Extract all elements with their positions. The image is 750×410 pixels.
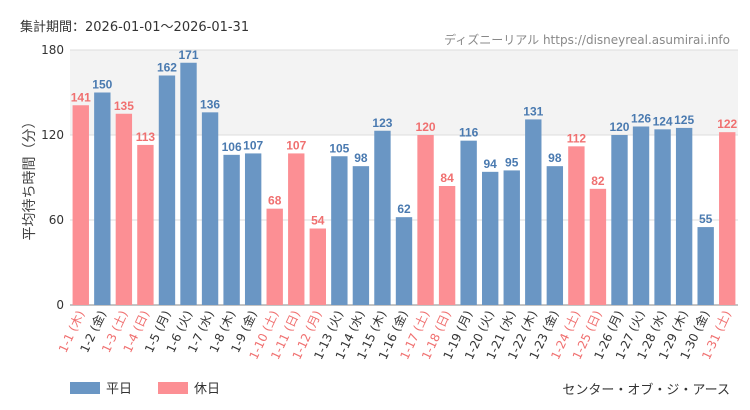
bar	[374, 130, 391, 305]
legend-item-holiday[interactable]: 休日	[158, 378, 220, 397]
data-label: 124	[653, 114, 673, 128]
legend-label-holiday: 休日	[194, 382, 221, 397]
bar	[417, 135, 434, 305]
data-label: 68	[268, 194, 282, 208]
bar	[589, 188, 607, 305]
data-label: 84	[440, 171, 454, 185]
bar	[266, 208, 283, 305]
data-label: 113	[136, 130, 156, 144]
bar	[94, 92, 111, 305]
bar	[180, 62, 197, 305]
bar	[675, 127, 693, 306]
bar	[611, 135, 628, 305]
bar	[223, 154, 240, 305]
y-tick-label: 120	[41, 128, 64, 142]
bar	[288, 153, 305, 305]
data-label: 62	[397, 202, 411, 216]
data-label: 141	[71, 90, 91, 104]
bar	[654, 129, 671, 305]
data-label: 116	[459, 126, 479, 140]
bar	[115, 113, 133, 305]
data-label: 122	[717, 117, 737, 131]
legend: 平日 休日	[70, 378, 246, 397]
bar	[482, 171, 499, 305]
bar	[546, 166, 564, 305]
data-label: 106	[222, 140, 242, 154]
y-tick-label: 60	[49, 213, 64, 227]
bar	[201, 112, 219, 305]
data-label: 112	[567, 131, 587, 145]
bar	[137, 144, 154, 305]
bar	[525, 119, 542, 306]
bar	[331, 156, 348, 305]
attraction-name: センター・オブ・ジ・アース	[562, 383, 730, 398]
data-label: 107	[286, 138, 306, 152]
y-axis-title: 平均待ち時間（分）	[22, 115, 38, 241]
data-label: 120	[609, 120, 629, 134]
bar	[697, 227, 714, 305]
bar	[72, 105, 89, 305]
bar	[632, 126, 650, 305]
data-label: 94	[484, 157, 498, 171]
data-label: 98	[354, 151, 368, 165]
bar	[395, 217, 413, 305]
bar	[719, 132, 736, 305]
bar	[438, 186, 456, 305]
bar	[309, 228, 326, 305]
legend-swatch-holiday	[158, 381, 189, 394]
data-label: 125	[674, 113, 694, 127]
period-label: 集計期間：2026-01-01〜2026-01-31	[20, 20, 250, 35]
data-label: 150	[92, 78, 112, 92]
data-label: 126	[631, 112, 651, 126]
data-label: 135	[114, 99, 134, 113]
y-tick-label: 0	[56, 298, 64, 312]
data-label: 82	[591, 174, 605, 188]
data-label: 131	[523, 104, 543, 118]
legend-item-weekday[interactable]: 平日	[70, 378, 132, 397]
y-tick-label: 180	[41, 43, 64, 57]
bar	[503, 170, 520, 305]
legend-swatch-weekday	[70, 381, 100, 394]
data-label: 55	[699, 212, 713, 226]
data-label: 171	[179, 48, 199, 62]
bar	[244, 153, 262, 305]
data-label: 136	[200, 97, 220, 111]
bar	[158, 75, 176, 305]
data-label: 123	[372, 116, 392, 130]
data-label: 120	[416, 120, 436, 134]
bar	[568, 146, 585, 305]
legend-label-weekday: 平日	[106, 382, 133, 397]
bar	[460, 140, 477, 305]
data-label: 98	[548, 151, 562, 165]
source-label: ディズニーリアル https://disneyreal.asumirai.inf…	[444, 33, 730, 47]
data-label: 105	[329, 141, 349, 155]
bar	[352, 166, 370, 305]
data-label: 95	[505, 155, 519, 169]
data-label: 162	[157, 61, 177, 75]
data-label: 107	[243, 138, 263, 152]
data-label: 54	[311, 214, 325, 228]
